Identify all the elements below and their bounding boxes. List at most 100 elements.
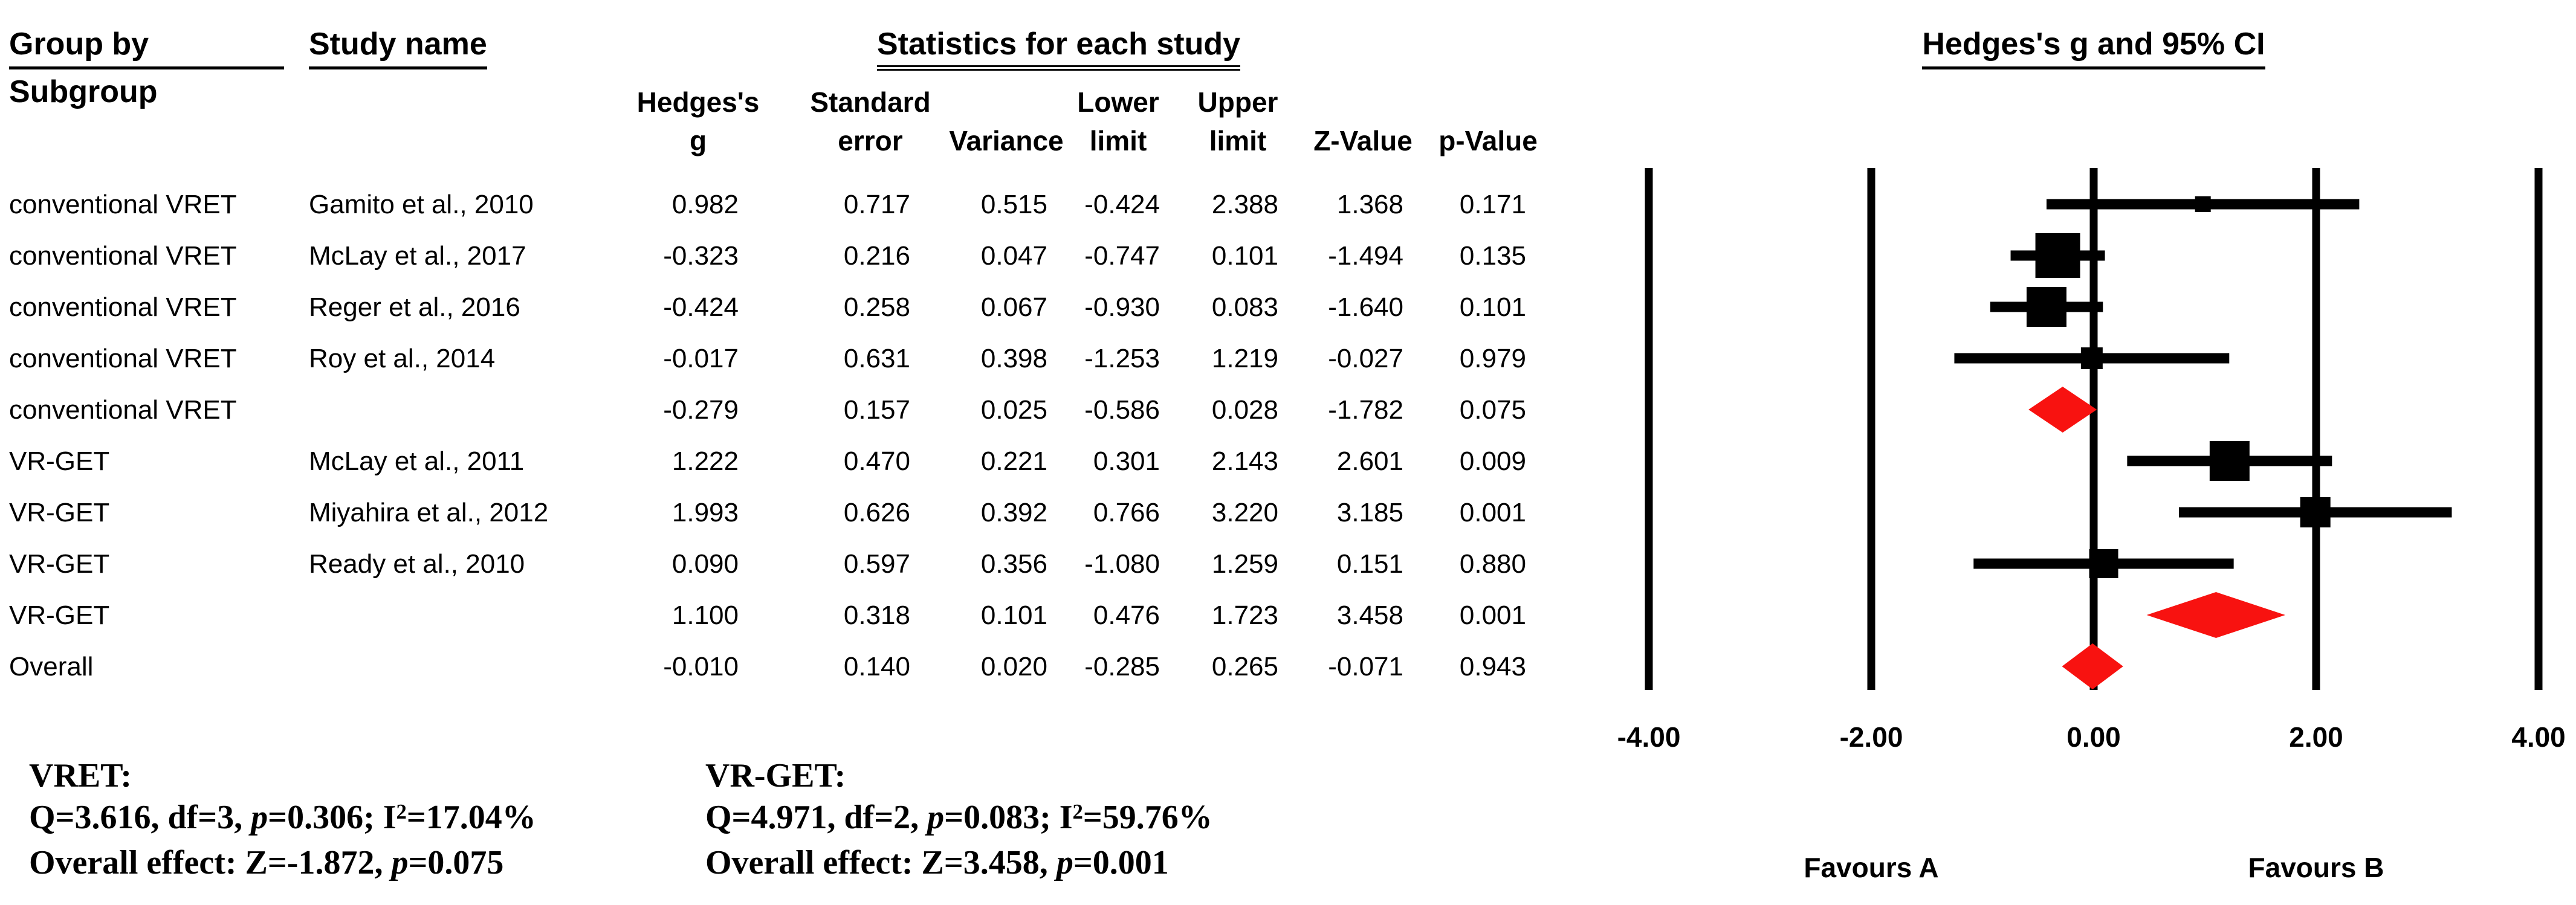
axis-tick-label: 2.00 bbox=[2289, 721, 2343, 753]
col-header-hedges-g-2: g bbox=[689, 125, 707, 156]
cell-lower_limit: -0.930 bbox=[1084, 292, 1160, 322]
cell-lower_limit: -1.080 bbox=[1084, 549, 1160, 579]
plot-header-block: Hedges's g and 95% CI bbox=[1912, 27, 2275, 69]
cell-study-name: Gamito et al., 2010 bbox=[309, 189, 534, 219]
cell-upper_limit: 1.219 bbox=[1211, 343, 1278, 373]
cell-p_value: 0.001 bbox=[1459, 600, 1526, 630]
cell-upper_limit: 2.143 bbox=[1211, 446, 1278, 476]
cell-hedges_g: -0.424 bbox=[663, 292, 739, 322]
cell-study-name: McLay et al., 2011 bbox=[309, 446, 525, 476]
cell-lower_limit: -0.285 bbox=[1084, 651, 1160, 681]
text-segment: =59.76% bbox=[1083, 799, 1212, 836]
cell-standard_error: 0.626 bbox=[843, 497, 910, 527]
effect-square bbox=[2026, 287, 2066, 327]
cell-group: conventional VRET bbox=[9, 189, 237, 219]
cell-study-name: Miyahira et al., 2012 bbox=[309, 497, 549, 527]
effect-square bbox=[2080, 347, 2103, 369]
cell-variance: 0.356 bbox=[980, 549, 1047, 579]
superscript-2: 2 bbox=[1072, 800, 1083, 824]
text-segment: =0.075 bbox=[408, 844, 504, 881]
table-row: conventional VRET McLay et al., 2017 -0.32… bbox=[0, 230, 1571, 282]
cell-standard_error: 0.631 bbox=[843, 343, 910, 373]
cell-study-name: Ready et al., 2010 bbox=[309, 549, 525, 579]
cell-p_value: 0.171 bbox=[1459, 189, 1526, 219]
table-row: conventional VRET Roy et al., 2014 -0.017 0… bbox=[0, 333, 1571, 384]
italic-p: p bbox=[251, 799, 268, 836]
cell-p_value: 0.009 bbox=[1459, 446, 1526, 476]
summary-diamond bbox=[2146, 592, 2286, 638]
cell-z_value: 1.368 bbox=[1336, 189, 1403, 219]
cell-variance: 0.047 bbox=[980, 240, 1047, 271]
cell-lower_limit: 0.301 bbox=[1093, 446, 1160, 476]
cell-study-name: Reger et al., 2016 bbox=[309, 292, 520, 322]
cell-z_value: -0.027 bbox=[1328, 343, 1403, 373]
group-by-header: Group by bbox=[9, 27, 284, 69]
cell-standard_error: 0.140 bbox=[843, 651, 910, 681]
italic-p: p bbox=[391, 844, 409, 881]
cell-standard_error: 0.318 bbox=[843, 600, 910, 630]
cell-upper_limit: 1.723 bbox=[1211, 600, 1278, 630]
cell-study-name: Roy et al., 2014 bbox=[309, 343, 496, 373]
cell-variance: 0.392 bbox=[980, 497, 1047, 527]
cell-z_value: 3.185 bbox=[1336, 497, 1403, 527]
col-header-lower-limit-1: Lower bbox=[1077, 86, 1159, 118]
axis-tick-label: 4.00 bbox=[2511, 721, 2566, 753]
effect-square bbox=[2035, 233, 2080, 278]
cell-lower_limit: -1.253 bbox=[1084, 343, 1160, 373]
cell-standard_error: 0.216 bbox=[843, 240, 910, 271]
cell-group: conventional VRET bbox=[9, 240, 237, 271]
footnote-heterogeneity: Q=4.971, df=2, p=0.083; I2=59.76% bbox=[705, 797, 1212, 842]
col-header-lower-limit-2: limit bbox=[1089, 125, 1147, 156]
axis-tick-label: -4.00 bbox=[1617, 721, 1681, 753]
footnote-heterogeneity: Q=3.616, df=3, p=0.306; I2=17.04% bbox=[29, 797, 536, 842]
cell-z_value: 0.151 bbox=[1336, 549, 1403, 579]
table-row: VR-GET 1.100 0.318 0.101 0.476 1.723 3.458 0.00… bbox=[0, 590, 1571, 641]
axis-tick-label: -2.00 bbox=[1839, 721, 1903, 753]
cell-group: VR-GET bbox=[9, 600, 110, 630]
col-header-standard-error-1: Standard bbox=[810, 86, 931, 118]
footnote-title: VRET: bbox=[29, 757, 132, 794]
cell-p_value: 0.943 bbox=[1459, 651, 1526, 681]
cell-p_value: 0.135 bbox=[1459, 240, 1526, 271]
cell-group: conventional VRET bbox=[9, 343, 237, 373]
cell-variance: 0.398 bbox=[980, 343, 1047, 373]
cell-variance: 0.101 bbox=[980, 600, 1047, 630]
favours-a-label: Favours A bbox=[1804, 852, 1939, 883]
effect-square bbox=[2209, 441, 2250, 481]
cell-group: VR-GET bbox=[9, 549, 110, 579]
effect-square bbox=[2089, 549, 2118, 578]
statistics-header: Statistics for each study bbox=[877, 27, 1241, 71]
cell-hedges_g: -0.010 bbox=[663, 651, 739, 681]
cell-variance: 0.221 bbox=[980, 446, 1047, 476]
cell-p_value: 0.101 bbox=[1459, 292, 1526, 322]
text-segment: =0.001 bbox=[1073, 844, 1169, 881]
cell-hedges_g: 0.982 bbox=[672, 189, 739, 219]
col-header-upper-limit-2: limit bbox=[1209, 125, 1267, 156]
table-row: VR-GET McLay et al., 2011 1.222 0.470 0.221 0… bbox=[0, 436, 1571, 487]
col-header-hedges-g-1: Hedges's bbox=[636, 86, 760, 118]
study-name-header: Study name bbox=[309, 27, 487, 69]
table-row: conventional VRET Reger et al., 2016 -0.42… bbox=[0, 282, 1571, 333]
cell-lower_limit: -0.424 bbox=[1084, 189, 1160, 219]
cell-upper_limit: 0.028 bbox=[1211, 395, 1278, 425]
text-segment: =0.083; I bbox=[944, 799, 1073, 836]
cell-group: VR-GET bbox=[9, 446, 110, 476]
footnote-title: VR-GET: bbox=[705, 757, 846, 794]
table-row: conventional VRET Gamito et al., 2010 0.98… bbox=[0, 179, 1571, 230]
cell-hedges_g: -0.323 bbox=[663, 240, 739, 271]
summary-diamond bbox=[2062, 643, 2123, 689]
footnote-vrget: VR-GET: Q=4.971, df=2, p=0.083; I2=59.76… bbox=[705, 755, 1212, 884]
summary-diamond bbox=[2028, 387, 2097, 433]
cell-group: VR-GET bbox=[9, 497, 110, 527]
cell-hedges_g: -0.279 bbox=[663, 395, 739, 425]
cell-hedges_g: 0.090 bbox=[672, 549, 739, 579]
col-header-upper-limit-1: Upper bbox=[1197, 86, 1278, 118]
cell-p_value: 0.001 bbox=[1459, 497, 1526, 527]
cell-standard_error: 0.157 bbox=[843, 395, 910, 425]
cell-p_value: 0.979 bbox=[1459, 343, 1526, 373]
cell-lower_limit: 0.766 bbox=[1093, 497, 1160, 527]
favours-b-label: Favours B bbox=[2248, 852, 2384, 883]
table-row: conventional VRET -0.279 0.157 0.025 -0.586 0… bbox=[0, 384, 1571, 436]
cell-p_value: 0.075 bbox=[1459, 395, 1526, 425]
